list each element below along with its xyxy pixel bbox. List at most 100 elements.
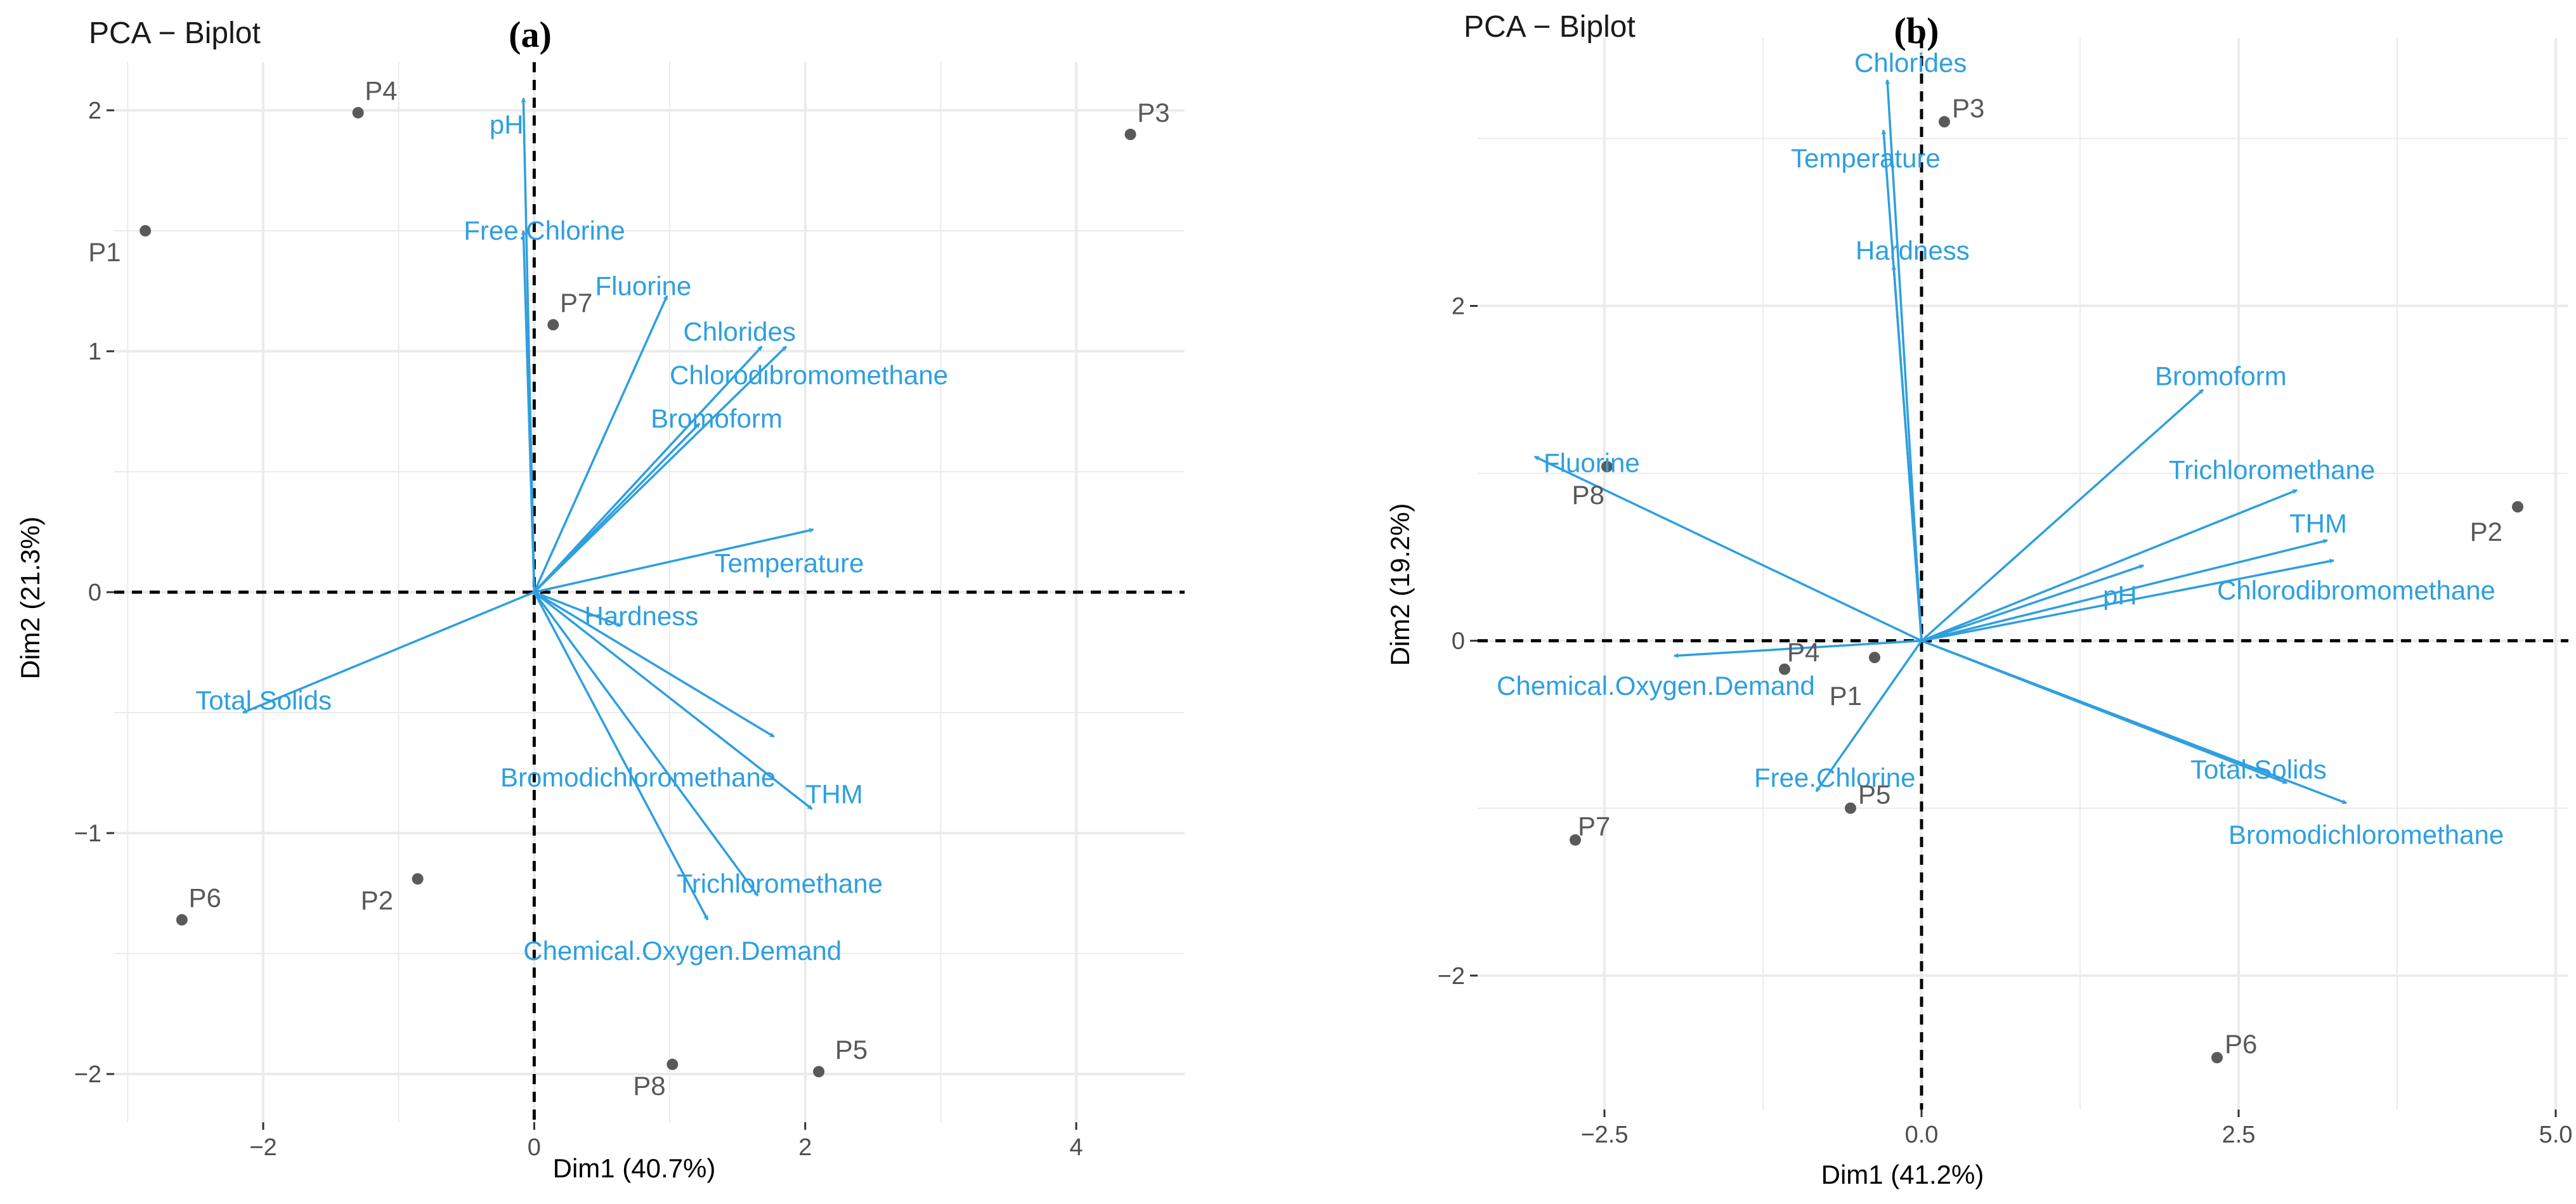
variable-label: Temperature [715,548,864,578]
variable-label: Free.Chlorine [464,216,625,245]
labels: Chlorides Temperature Hardness Bromoform Tri… [1497,48,2504,1059]
variable-label: Total.Solids [2190,754,2327,784]
variable-arrow [533,591,813,810]
variable-label: Temperature [1791,143,1941,173]
x-tick-label: 5.0 [2539,1122,2573,1148]
plot-title: PCA − Biplot [89,16,261,50]
observation-point [140,225,152,236]
variable-arrow [1815,640,1923,792]
variable-label: Bromodichloromethane [500,763,776,793]
variable-label: Bromodichloromethane [2228,820,2504,850]
observation-point [2512,501,2523,513]
labels: pH Free.Chlorine Fluorine Chlorides Chlorodi… [88,76,1169,1101]
variable-label: Chlorodibromomethane [670,360,948,390]
observation-point [813,1066,825,1078]
y-tick-label: −1 [74,820,101,847]
observation-label: P3 [1137,98,1169,127]
observation-points [1570,116,2523,1064]
x-tick-label: 0 [528,1134,541,1161]
biplot-panel-b: PCA − Biplot (b) Chlorides Temperature Har… [1385,10,2572,1189]
observation-point [1601,461,1613,472]
observation-point [412,873,424,885]
observation-point [1570,834,1581,846]
x-tick-label: −2 [249,1134,276,1161]
variable-label: Hardness [1856,235,1970,265]
observation-point [176,914,188,926]
x-tick-label: −2.5 [1580,1122,1628,1148]
y-axis-label: Dim2 (21.3%) [15,517,45,680]
variable-arrow [1921,560,2334,642]
variable-arrow [533,296,668,593]
plot-title: PCA − Biplot [1464,10,1636,44]
x-tick-label: 4 [1069,1134,1083,1161]
variable-label: pH [490,110,524,139]
variable-arrow [1921,639,2346,805]
variable-label: Chemical.Oxygen.Demand [1497,671,1815,701]
biplot-panel-a: PCA − Biplot (a) pH Free.Chlorine Fluorine… [15,14,1185,1183]
panel-label: (b) [1894,10,1939,51]
y-tick-label: 1 [88,339,101,365]
observation-label: P7 [560,288,592,318]
observation-point [2211,1052,2223,1064]
observation-label: P4 [1787,637,1819,667]
variable-label: Total.Solids [195,685,332,715]
observation-point [352,107,364,119]
zero-lines [1478,38,2568,1110]
variable-arrow [523,231,536,593]
variable-arrows [243,98,814,920]
observation-label: P1 [1830,681,1862,711]
variable-label: Fluorine [1544,448,1640,478]
observation-label: P2 [2470,517,2502,547]
variable-arrow [533,591,621,627]
observation-label: P1 [88,237,120,267]
variable-label: Free.Chlorine [1754,763,1915,793]
observation-label: P6 [2225,1029,2257,1059]
zero-lines [114,62,1185,1122]
variable-arrow [533,591,774,738]
variable-label: Chlorodibromomethane [2217,575,2495,605]
variable-arrow [533,529,813,593]
variable-arrow [1894,266,1923,641]
variable-arrow [533,346,763,593]
variable-arrow [1920,389,2204,642]
variable-label: Chlorides [1854,48,1967,78]
variable-arrow [1887,80,1923,641]
y-tick-label: −2 [74,1061,101,1088]
variable-arrow [1921,489,2297,642]
observation-point [1124,129,1136,140]
observation-label: P8 [633,1071,665,1101]
observation-point [1939,116,1950,128]
observation-label: P3 [1952,93,1984,123]
variable-label: Bromoform [651,403,783,433]
observation-label: P4 [365,76,397,106]
observation-label: P8 [1572,480,1604,510]
variable-label: Bromoform [2155,361,2287,391]
y-tick-label: 0 [1452,628,1465,655]
observation-point [547,319,559,331]
axis-ticks: −2 0 2 4 −2 −1 0 1 2 [74,98,1083,1161]
variable-arrow [1921,540,2327,642]
variable-label: THM [805,779,863,809]
x-tick-label: 0.0 [1905,1122,1939,1148]
variable-label: Trichloromethane [677,869,883,898]
y-tick-label: 2 [88,98,101,124]
observation-point [1845,802,1856,814]
variable-label: THM [2289,508,2347,538]
y-tick-label: 0 [88,579,101,606]
variable-label: Trichloromethane [2169,455,2375,484]
observation-label: P6 [189,883,221,913]
variable-arrow [1921,564,2143,642]
observation-point [1779,663,1790,675]
panel-label: (a) [509,14,552,55]
x-axis-label: Dim1 (41.2%) [1821,1160,1984,1189]
observation-label: P2 [361,885,393,915]
variable-arrow [533,422,701,593]
observation-label: P7 [1578,812,1610,841]
variable-label: Hardness [584,601,698,631]
grid [1478,38,2568,1110]
y-axis-label: Dim2 (19.2%) [1385,503,1415,666]
variable-arrow [533,592,709,920]
observation-point [667,1058,679,1070]
